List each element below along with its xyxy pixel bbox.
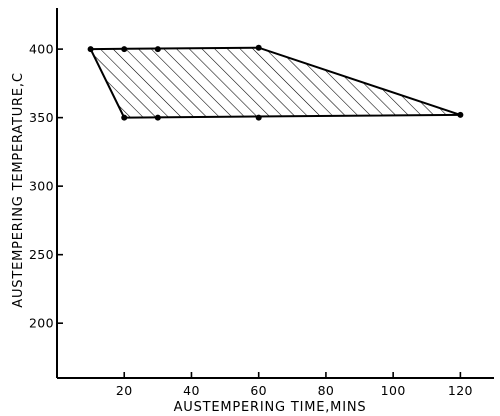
data-point	[121, 114, 128, 121]
y-tick-label: 200	[29, 316, 54, 331]
x-tick-label: 40	[183, 383, 200, 398]
x-tick-label: 120	[448, 383, 473, 398]
y-tick-label: 250	[29, 247, 54, 262]
data-point	[87, 46, 94, 53]
ticks: 20 40 60 80 100 120 200 250 300 350 400	[29, 42, 473, 398]
data-point	[121, 46, 128, 53]
y-tick-label: 400	[29, 42, 54, 57]
axes	[56, 8, 494, 379]
x-tick-label: 20	[116, 383, 133, 398]
data-point	[154, 46, 161, 53]
y-tick-label: 300	[29, 179, 54, 194]
x-tick-label: 80	[318, 383, 335, 398]
plot-area	[89, 46, 461, 119]
data-point	[255, 44, 262, 51]
data-point	[154, 114, 161, 121]
data-points	[87, 44, 464, 121]
x-tick-label: 100	[381, 383, 406, 398]
data-point	[457, 111, 464, 118]
x-axis-label: AUSTEMPERING TIME,MINS	[174, 400, 367, 415]
x-tick-label: 60	[250, 383, 267, 398]
y-axis-label: AUSTEMPERING TEMPERATURE,C	[11, 72, 26, 307]
data-point	[255, 114, 262, 121]
y-tick-label: 350	[29, 110, 54, 125]
hatched-region	[89, 46, 461, 119]
